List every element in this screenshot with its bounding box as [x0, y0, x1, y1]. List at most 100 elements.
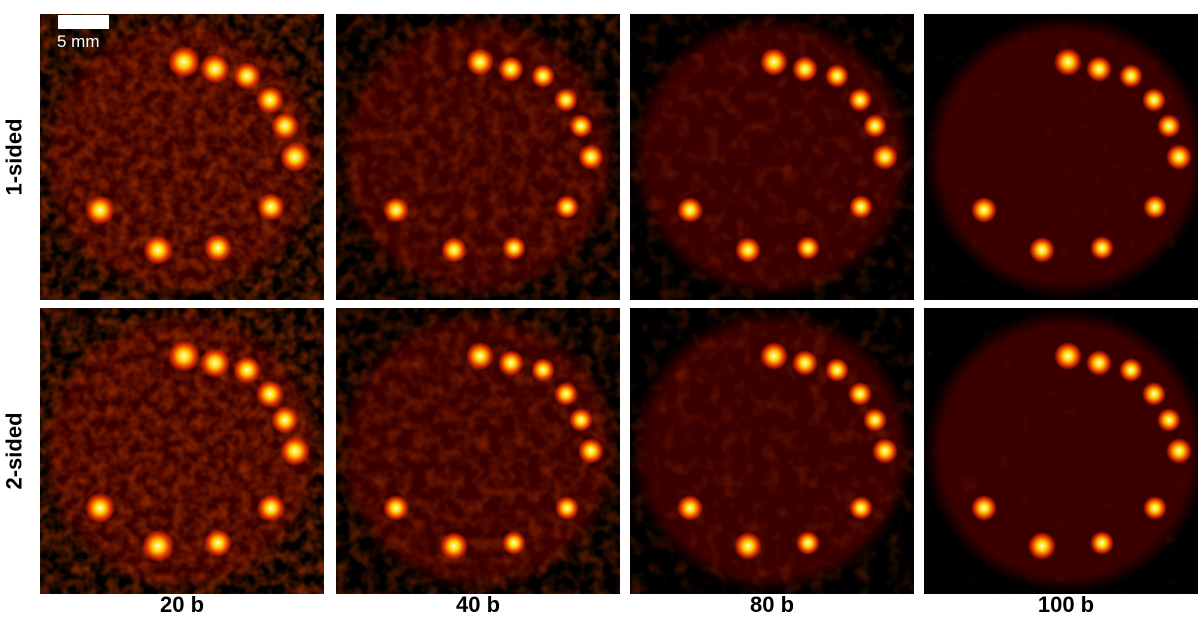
bright-spot: [1166, 438, 1192, 464]
bright-spot: [168, 340, 200, 372]
bright-spot: [971, 495, 997, 521]
bright-spot: [1029, 237, 1055, 263]
phantom-noise: [344, 23, 612, 291]
image-panel-2-sided-20b: [40, 308, 324, 594]
bright-spot: [383, 495, 409, 521]
row-label-1-sided: 1-sided: [2, 118, 27, 196]
image-panel-1-sided-40b: [336, 14, 620, 300]
bright-spot: [555, 496, 579, 520]
bright-spot: [849, 496, 873, 520]
bright-spot: [256, 380, 284, 408]
bright-spot: [1157, 114, 1181, 138]
column-label-100b: 100 b: [1037, 592, 1095, 617]
bright-spot: [792, 56, 818, 82]
scale-bar-label: 5 mm: [57, 32, 100, 51]
bright-spot: [872, 144, 898, 170]
bright-spot: [1054, 342, 1082, 370]
bright-spot: [1090, 531, 1114, 555]
bright-spot: [1086, 350, 1112, 376]
column-label-20b: 20 b: [159, 592, 205, 617]
bright-spot: [569, 114, 593, 138]
bright-spot: [204, 234, 232, 262]
bright-spot: [1142, 382, 1166, 406]
bright-spot: [825, 64, 849, 88]
bright-spot: [554, 382, 578, 406]
bright-spot: [1157, 408, 1181, 432]
bright-spot: [825, 358, 849, 382]
bright-spot: [531, 358, 555, 382]
bright-spot: [760, 48, 788, 76]
column-label-40b: 40 b: [455, 592, 501, 617]
phantom-noise: [48, 317, 316, 585]
bright-spot: [1142, 88, 1166, 112]
image-panel-1-sided-80b: [630, 14, 914, 300]
bright-spot: [1119, 358, 1143, 382]
bright-spot: [502, 531, 526, 555]
bright-spot: [142, 530, 174, 562]
bright-spot: [498, 56, 524, 82]
bright-spot: [85, 195, 115, 225]
bright-spot: [502, 236, 526, 260]
bright-spot: [1054, 48, 1082, 76]
bright-spot: [554, 88, 578, 112]
bright-spot: [796, 236, 820, 260]
bright-spot: [280, 436, 310, 466]
bright-spot: [204, 529, 232, 557]
bright-spot: [1090, 236, 1114, 260]
image-panel-2-sided-100b: [924, 308, 1198, 594]
bright-spot: [971, 197, 997, 223]
bright-spot: [1086, 56, 1112, 82]
bright-spot: [863, 408, 887, 432]
bright-spot: [383, 197, 409, 223]
bright-spot: [271, 406, 299, 434]
column-label-80b: 80 b: [749, 592, 795, 617]
bright-spot: [1143, 496, 1167, 520]
bright-spot: [257, 193, 285, 221]
bright-spot: [569, 408, 593, 432]
bright-spot: [85, 493, 115, 523]
bright-spot: [863, 114, 887, 138]
bright-spot: [280, 142, 310, 172]
phantom-noise: [932, 23, 1198, 291]
row-label-2-sided: 2-sided: [2, 412, 27, 490]
bright-spot: [677, 197, 703, 223]
bright-spot: [872, 438, 898, 464]
image-panel-1-sided-100b: [924, 14, 1198, 300]
bright-spot: [440, 532, 468, 560]
phantom-noise: [638, 23, 906, 291]
bright-spot: [498, 350, 524, 376]
bright-spot: [1028, 532, 1056, 560]
bright-spot: [849, 195, 873, 219]
bright-spot: [257, 494, 285, 522]
bright-spot: [531, 64, 555, 88]
image-panel-2-sided-80b: [630, 308, 914, 594]
bright-spot: [578, 144, 604, 170]
bright-spot: [256, 86, 284, 114]
bright-spot: [200, 54, 230, 84]
image-panel-2-sided-40b: [336, 308, 620, 594]
phantom-noise: [48, 23, 316, 291]
bright-spot: [143, 235, 173, 265]
phantom-noise: [638, 317, 906, 585]
bright-spot: [233, 356, 261, 384]
bright-spot: [796, 531, 820, 555]
bright-spot: [677, 495, 703, 521]
bright-spot: [848, 382, 872, 406]
bright-spot: [734, 532, 762, 560]
bright-spot: [792, 350, 818, 376]
bright-spot: [233, 62, 261, 90]
bright-spot: [555, 195, 579, 219]
scale-bar: [58, 15, 109, 29]
bright-spot: [466, 48, 494, 76]
bright-spot: [441, 237, 467, 263]
bright-spot: [735, 237, 761, 263]
bright-spot: [848, 88, 872, 112]
phantom-noise: [344, 317, 612, 585]
bright-spot: [578, 438, 604, 464]
bright-spot: [271, 112, 299, 140]
bright-spot: [168, 46, 200, 78]
image-panel-1-sided-20b: [40, 14, 324, 300]
bright-spot: [1166, 144, 1192, 170]
bright-spot: [760, 342, 788, 370]
bright-spot: [1143, 195, 1167, 219]
